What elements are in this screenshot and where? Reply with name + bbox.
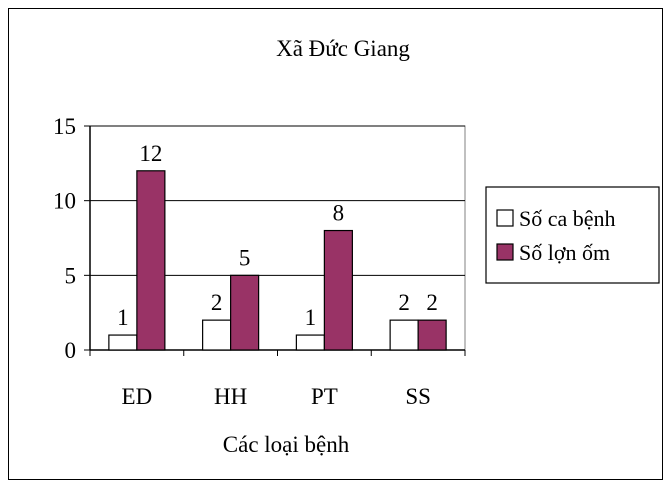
data-label: 1 xyxy=(117,305,129,330)
data-label: 8 xyxy=(333,201,345,226)
x-tick-label: PT xyxy=(311,384,338,409)
data-label: 12 xyxy=(139,141,162,166)
y-tick-label: 5 xyxy=(65,263,77,288)
data-label: 2 xyxy=(398,290,410,315)
bar-so-ca-benh xyxy=(108,334,138,351)
x-tick-label: SS xyxy=(405,384,431,409)
bar-so-lon-om xyxy=(417,319,447,351)
legend-label: Số lợn ốm xyxy=(519,240,610,265)
y-tick-label: 10 xyxy=(53,189,76,214)
y-tick-label: 15 xyxy=(53,114,76,139)
x-tick-label: ED xyxy=(122,384,153,409)
data-label: 5 xyxy=(239,245,251,270)
legend-swatch-so-ca-benh xyxy=(496,209,514,227)
bar-so-ca-benh xyxy=(389,319,419,351)
x-tick-label: HH xyxy=(214,384,247,409)
data-label: 2 xyxy=(211,290,223,315)
chart-title: Xã Đức Giang xyxy=(276,36,410,61)
data-label: 2 xyxy=(426,290,438,315)
bar-so-lon-om xyxy=(136,170,166,351)
legend-box xyxy=(485,186,660,284)
y-tick-label: 0 xyxy=(65,338,77,363)
bar-so-ca-benh xyxy=(202,319,232,351)
bar-so-lon-om xyxy=(323,229,353,351)
legend-label: Số ca bệnh xyxy=(519,206,616,231)
legend-swatch-so-lon-om xyxy=(496,243,514,261)
x-axis-title: Các loại bệnh xyxy=(223,432,350,457)
bar-so-lon-om xyxy=(230,274,260,351)
bar-so-ca-benh xyxy=(295,334,325,351)
legend: Số ca bệnh Số lợn ốm xyxy=(485,186,660,284)
data-label: 1 xyxy=(305,305,317,330)
